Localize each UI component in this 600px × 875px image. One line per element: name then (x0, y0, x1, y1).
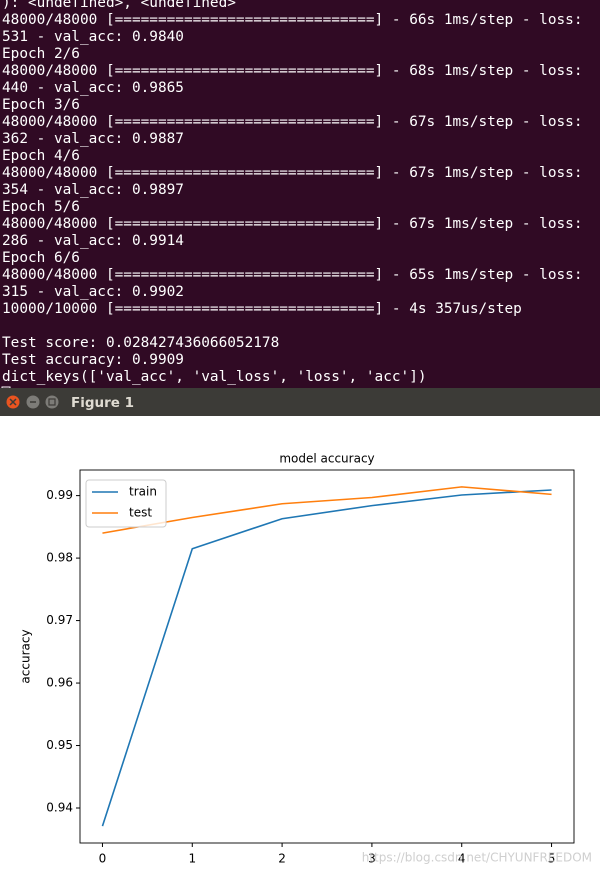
terminal-line: Epoch 6/6 (2, 250, 80, 266)
chart-title: model accuracy (279, 452, 374, 466)
x-tick-label: 3 (368, 852, 376, 866)
series-line (102, 486, 552, 534)
terminal-line: 531 - val_acc: 0.9840 (2, 29, 184, 45)
y-tick-label: 0.95 (46, 738, 73, 752)
window-title: Figure 1 (71, 395, 134, 411)
y-axis-label: accuracy (19, 629, 33, 683)
y-tick-label: 0.97 (46, 613, 73, 627)
terminal-line: 440 - val_acc: 0.9865 (2, 80, 184, 96)
terminal-line: ): <undefined>, <undefined> (2, 0, 236, 11)
terminal-line: Epoch 3/6 (2, 97, 80, 113)
terminal-line: Test score: 0.028427436066052178 (2, 335, 279, 351)
cursor (1, 386, 11, 388)
x-tick-label: 5 (548, 852, 556, 866)
terminal-line: 48000/48000 [===========================… (2, 165, 582, 181)
x-tick-label: 1 (188, 852, 196, 866)
legend-label: train (129, 485, 157, 499)
terminal-line: dict_keys(['val_acc', 'val_loss', 'loss'… (2, 369, 427, 385)
terminal-line: 362 - val_acc: 0.9887 (2, 131, 184, 147)
watermark: https://blog.csdn.net/CHYUNFREEDOM (362, 851, 592, 865)
maximize-button[interactable] (45, 395, 59, 409)
terminal-line: 48000/48000 [===========================… (2, 63, 582, 79)
terminal-line: 354 - val_acc: 0.9897 (2, 182, 184, 198)
title-bar: Figure 1 (0, 388, 600, 416)
maximize-icon (48, 398, 56, 406)
series-line (101, 489, 552, 827)
terminal-line: 315 - val_acc: 0.9902 (2, 284, 184, 300)
x-tick-label: 2 (278, 852, 286, 866)
close-icon (9, 398, 17, 406)
y-tick-label: 0.98 (46, 551, 73, 565)
x-tick-label: 0 (99, 852, 107, 866)
terminal-line: Epoch 2/6 (2, 46, 80, 62)
terminal-line: Epoch 4/6 (2, 148, 80, 164)
terminal-line: 48000/48000 [===========================… (2, 12, 582, 28)
terminal-line: 48000/48000 [===========================… (2, 114, 582, 130)
y-tick-label: 0.96 (46, 676, 73, 690)
chart: model accuracy 0 1 2 3 4 5 0.94 0.95 0.96 0.97 0.98… (0, 416, 600, 875)
y-tick-label: 0.94 (46, 801, 73, 815)
x-tick-label: 4 (458, 852, 466, 866)
terminal-line: 48000/48000 [===========================… (2, 216, 582, 232)
y-tick-label: 0.99 (46, 488, 73, 502)
terminal-line: Epoch 5/6 (2, 199, 80, 215)
terminal-line: Test accuracy: 0.9909 (2, 352, 184, 368)
axes-frame (79, 469, 575, 844)
terminal-line: 10000/10000 [===========================… (2, 301, 522, 317)
terminal-line: 48000/48000 [===========================… (2, 267, 582, 283)
terminal: ): <undefined>, <undefined>48000/48000 [… (0, 0, 600, 388)
terminal-line: 286 - val_acc: 0.9914 (2, 233, 184, 249)
legend-label: test (129, 506, 152, 520)
